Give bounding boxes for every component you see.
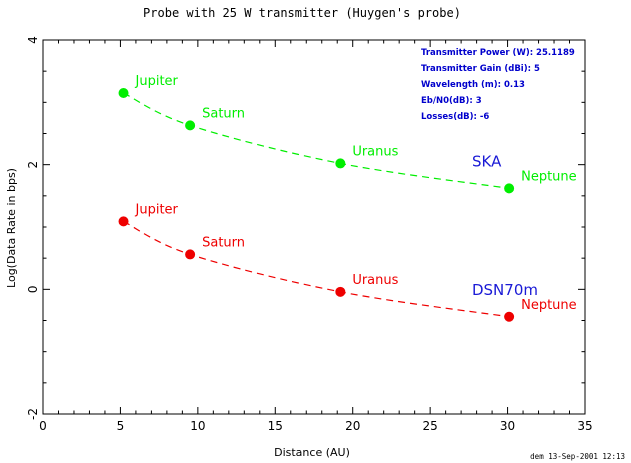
data-point — [185, 249, 196, 260]
data-point — [185, 120, 196, 131]
x-tick-label: 0 — [39, 419, 47, 433]
data-point — [504, 183, 515, 194]
series-lines — [123, 92, 510, 318]
footer-stamp: dem 13-Sep-2001 12:13 — [530, 452, 625, 461]
x-tick-label: 25 — [423, 419, 438, 433]
data-point — [504, 311, 515, 322]
series-label: DSN70m — [472, 281, 538, 299]
annotation-line: Eb/N0(dB): 3 — [421, 96, 482, 106]
annotation-line: Losses(dB): -6 — [421, 112, 489, 122]
y-tick-label: 2 — [26, 161, 40, 169]
data-point — [335, 286, 346, 297]
point-label: Neptune — [521, 298, 577, 313]
data-point — [118, 216, 129, 227]
point-label: Uranus — [352, 273, 398, 288]
x-tick-label: 35 — [577, 419, 592, 433]
x-tick-label: 10 — [190, 419, 205, 433]
x-tick-label: 5 — [117, 419, 125, 433]
x-tick-label: 30 — [500, 419, 515, 433]
y-tick-label: 4 — [26, 36, 40, 44]
point-labels: Jupiter Saturn Uranus Neptune SKA Jupiter Satu… — [135, 74, 577, 313]
data-point — [118, 87, 129, 98]
y-tick-label: -2 — [26, 408, 40, 420]
point-label: Neptune — [521, 169, 577, 184]
annotation-line: Transmitter Gain (dBi): 5 — [421, 64, 540, 74]
x-tick-label: 20 — [345, 419, 360, 433]
annotation-line: Transmitter Power (W): 25.1189 — [421, 48, 575, 58]
chart-title: Probe with 25 W transmitter (Huygen's pr… — [143, 6, 461, 20]
point-label: Uranus — [352, 144, 398, 159]
point-label: Saturn — [202, 235, 245, 250]
annotation-line: Wavelength (m): 0.13 — [421, 80, 525, 90]
point-label: Jupiter — [135, 74, 179, 89]
parameter-annotations: Transmitter Power (W): 25.1189 Transmitte… — [421, 48, 575, 122]
point-label: Jupiter — [135, 202, 179, 217]
x-axis-label: Distance (AU) — [274, 446, 350, 459]
series-line — [123, 220, 510, 318]
series-label: SKA — [472, 152, 502, 170]
data-points — [118, 87, 515, 322]
point-label: Saturn — [202, 106, 245, 121]
y-axis-label: Log(Data Rate in bps) — [5, 168, 18, 288]
data-point — [335, 158, 346, 169]
x-tick-label: 15 — [268, 419, 283, 433]
y-tick-label: 0 — [26, 286, 40, 294]
series-line — [123, 92, 510, 189]
